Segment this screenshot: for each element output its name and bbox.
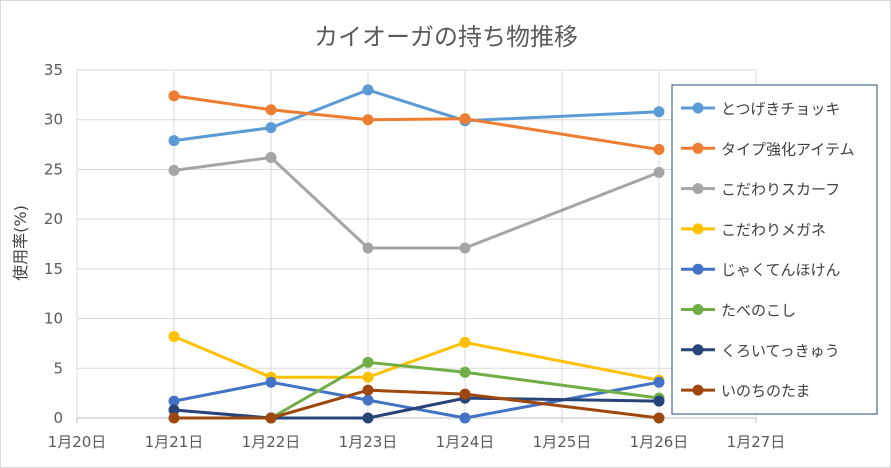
legend-marker [692, 102, 704, 114]
data-point [362, 84, 374, 96]
data-point [459, 242, 471, 254]
series-lines [168, 84, 665, 424]
legend-label: じゃくてんほけん [721, 261, 841, 279]
y-tick-label: 0 [53, 409, 63, 427]
x-tick-label: 1月26日 [630, 433, 689, 451]
y-tick-label: 25 [44, 160, 63, 178]
data-point [168, 90, 180, 102]
legend-marker [692, 183, 704, 195]
x-tick-label: 1月25日 [533, 433, 592, 451]
data-point [168, 412, 180, 424]
series-group [168, 330, 665, 386]
data-point [653, 106, 665, 118]
axes: 0 5 10 15 20 25 30 35 1月20日 1月21日 1月22日 1月23日 1月24日 1… [44, 61, 785, 451]
legend-marker [692, 384, 704, 396]
legend-box [671, 84, 878, 415]
y-tick-label: 15 [44, 260, 63, 278]
data-point [265, 104, 277, 116]
x-tick-label: 1月20日 [48, 433, 107, 451]
data-point [459, 366, 471, 378]
chart-title: カイオーガの持ち物推移 [314, 23, 578, 51]
y-tick-label: 5 [53, 359, 63, 377]
y-tick-label: 20 [44, 210, 63, 228]
series-group [168, 376, 665, 424]
legend-label: タイプ強化アイテム [721, 140, 855, 158]
data-point [459, 412, 471, 424]
data-point [653, 144, 665, 156]
legend-marker [692, 223, 704, 235]
data-point [168, 164, 180, 176]
data-point [265, 412, 277, 424]
data-point [653, 166, 665, 178]
data-point [459, 336, 471, 348]
series-group [168, 384, 665, 424]
series-line [269, 360, 661, 420]
legend-marker [692, 344, 704, 356]
series-group [168, 151, 665, 254]
data-point [362, 412, 374, 424]
y-tick-label: 35 [44, 61, 63, 79]
data-point [362, 384, 374, 396]
legend-marker [692, 142, 704, 154]
data-point [459, 388, 471, 400]
legend-label: とつげきチョッキ [721, 100, 840, 118]
data-point [653, 395, 665, 407]
x-tick-label: 1月27日 [727, 433, 786, 451]
data-point [168, 330, 180, 342]
y-axis-title: 使用率(%) [11, 205, 30, 281]
data-point [653, 376, 665, 388]
data-point [265, 122, 277, 134]
y-tick-label: 10 [44, 310, 63, 328]
legend-label: くろいてっきゅう [721, 342, 840, 360]
series-line [172, 155, 661, 250]
legend-marker [692, 304, 704, 315]
legend-marker [692, 263, 704, 275]
series-group [168, 90, 665, 156]
x-tick-label: 1月21日 [145, 433, 204, 451]
legend-label: たべのこし [721, 302, 796, 320]
x-tick-label: 1月24日 [436, 433, 495, 451]
data-point [653, 412, 665, 424]
data-point [362, 242, 374, 254]
legend-label: いのちのたま [721, 382, 811, 400]
series-line [172, 88, 661, 143]
data-point [362, 356, 374, 368]
data-point [362, 114, 374, 126]
data-point [265, 151, 277, 163]
data-point [168, 135, 180, 147]
y-tick-label: 30 [44, 111, 63, 129]
series-line [172, 334, 661, 382]
data-point [362, 371, 374, 383]
data-point [168, 404, 180, 416]
data-point [265, 376, 277, 388]
data-point [459, 113, 471, 125]
legend-label: こだわりスカーフ [721, 181, 840, 199]
x-tick-label: 1月23日 [339, 433, 398, 451]
legend-label: こだわりメガネ [721, 221, 826, 239]
series-group [168, 84, 665, 147]
data-point [362, 394, 374, 406]
data-point [168, 395, 180, 407]
legend: とつげきチョッキタイプ強化アイテムこだわりスカーフこだわりメガネじゃくてんほけん… [671, 84, 878, 415]
x-tick-label: 1月22日 [242, 433, 301, 451]
